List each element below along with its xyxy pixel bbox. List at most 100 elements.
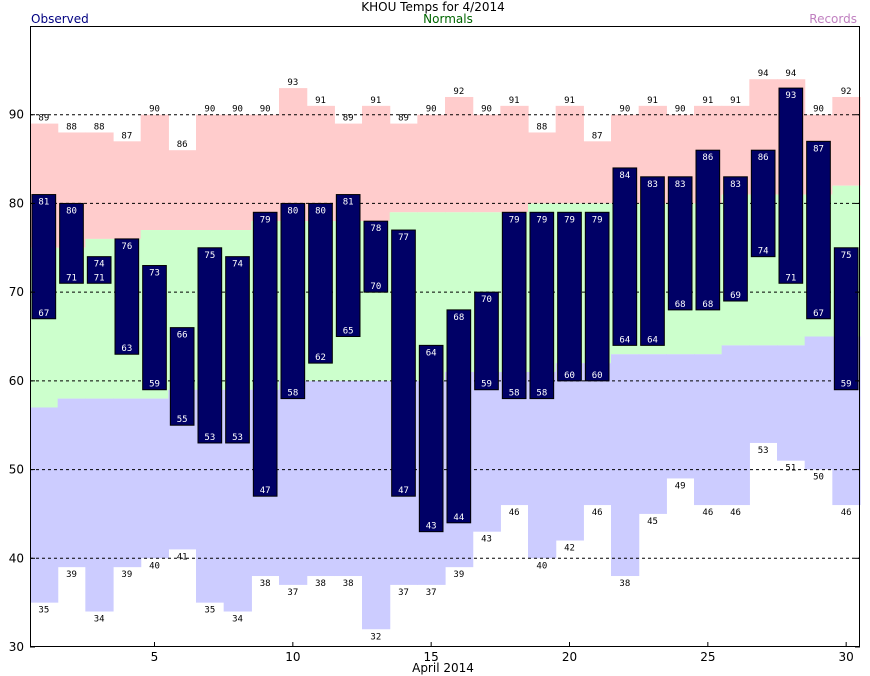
record-high-label: 87 [592, 131, 603, 141]
record-low-label: 39 [453, 570, 464, 580]
y-axis: 30 40 50 60 70 80 90 [9, 108, 860, 654]
record-high-label: 90 [232, 105, 243, 115]
record-low-label: 51 [785, 464, 796, 474]
record-low-label: 37 [426, 588, 437, 598]
record-high-label: 90 [481, 105, 492, 115]
record-low-band [528, 371, 557, 559]
y-tick-label: 50 [9, 463, 24, 477]
record-high-band [389, 123, 418, 213]
observed-high-label: 93 [785, 91, 796, 101]
record-low-label: 46 [702, 508, 713, 518]
record-low-label: 39 [121, 570, 132, 580]
record-high-label: 93 [287, 78, 298, 88]
observed-low-label: 67 [38, 309, 49, 319]
record-high-band [528, 132, 557, 204]
x-tick-label: 30 [839, 650, 854, 664]
record-high-label: 87 [121, 131, 132, 141]
record-low-label: 40 [536, 561, 547, 571]
legend-observed: Observed [31, 12, 89, 26]
observed-low-label: 59 [841, 380, 852, 390]
record-low-label: 41 [177, 552, 188, 562]
record-high-band [85, 132, 114, 239]
observed-high-label: 87 [813, 144, 824, 154]
record-low-label: 37 [287, 588, 298, 598]
observed-high-label: 79 [564, 215, 575, 225]
record-high-label: 90 [675, 105, 686, 115]
record-high-band [168, 150, 197, 231]
observed-high-label: 80 [287, 206, 298, 216]
record-high-band [500, 105, 529, 213]
observed-low-label: 67 [813, 309, 824, 319]
observed-bar [169, 327, 195, 426]
record-high-label: 92 [453, 87, 464, 97]
observed-bar [363, 220, 389, 293]
record-high-label: 91 [564, 96, 575, 106]
value-labels: 81 67 89 35 80 71 88 39 74 71 88 34 76 63 87 39 73 59 90 40… [38, 69, 851, 642]
record-low-label: 32 [370, 632, 381, 642]
observed-low-label: 60 [592, 371, 603, 381]
observed-high-label: 80 [315, 206, 326, 216]
observed-low-label: 53 [204, 433, 215, 443]
x-axis-label: April 2014 [412, 661, 474, 675]
observed-high-label: 83 [675, 180, 686, 190]
x-tick-label: 10 [285, 650, 300, 664]
observed-bar [529, 211, 555, 400]
observed-bar [695, 149, 721, 311]
record-high-band [140, 114, 169, 231]
observed-low-label: 44 [453, 513, 464, 523]
observed-low-label: 58 [287, 389, 298, 399]
record-high-label: 89 [343, 114, 354, 124]
record-low-band [85, 398, 114, 612]
observed-bar [335, 194, 361, 337]
record-high-band [251, 114, 280, 222]
record-high-label: 86 [177, 140, 188, 150]
record-low-label: 34 [232, 615, 243, 625]
record-high-band [583, 141, 612, 204]
observed-low-label: 43 [426, 522, 437, 532]
observed-bar [86, 256, 112, 284]
record-high-label: 91 [370, 96, 381, 106]
observed-bar [391, 229, 416, 497]
legend-normals: Normals [423, 12, 473, 26]
observed-high-label: 79 [536, 215, 547, 225]
observed-low-label: 47 [260, 486, 271, 496]
record-high-label: 91 [315, 96, 326, 106]
record-high-band [472, 114, 501, 213]
record-high-label: 90 [813, 105, 824, 115]
x-axis: 5 10 15 20 25 30 [151, 642, 854, 664]
observed-low-label: 64 [619, 335, 630, 345]
observed-high-label: 66 [177, 331, 188, 341]
y-tick-label: 80 [9, 196, 24, 210]
observed-high-label: 86 [758, 153, 769, 163]
observed-high-label: 79 [509, 215, 520, 225]
record-low-band [583, 363, 612, 506]
chart-title: KHOU Temps for 4/2014 [361, 0, 505, 14]
record-low-band [113, 398, 142, 568]
record-low-band [721, 345, 750, 506]
record-high-label: 88 [536, 122, 547, 132]
record-high-label: 91 [647, 96, 658, 106]
x-tick-label: 15 [424, 650, 439, 664]
observed-bar [501, 211, 527, 400]
record-low-band [57, 398, 86, 568]
y-tick-label: 60 [9, 374, 24, 388]
observed-bar [723, 176, 748, 302]
record-low-label: 37 [398, 588, 409, 598]
record-low-label: 46 [730, 508, 741, 518]
observed-low-label: 60 [564, 371, 575, 381]
record-low-label: 40 [149, 561, 160, 571]
observed-bars [31, 87, 859, 533]
observed-bar [418, 344, 444, 533]
observed-high-label: 79 [260, 215, 271, 225]
observed-bar [557, 211, 582, 382]
observed-bar [446, 309, 472, 524]
observed-low-label: 65 [343, 327, 354, 337]
observed-bar [280, 202, 306, 400]
record-low-band [611, 354, 640, 577]
record-high-band [196, 114, 225, 231]
observed-bar [225, 256, 250, 444]
observed-low-label: 64 [647, 335, 658, 345]
y-tick-label: 70 [9, 285, 24, 299]
observed-bar [59, 202, 84, 284]
record-low-band [638, 354, 667, 514]
